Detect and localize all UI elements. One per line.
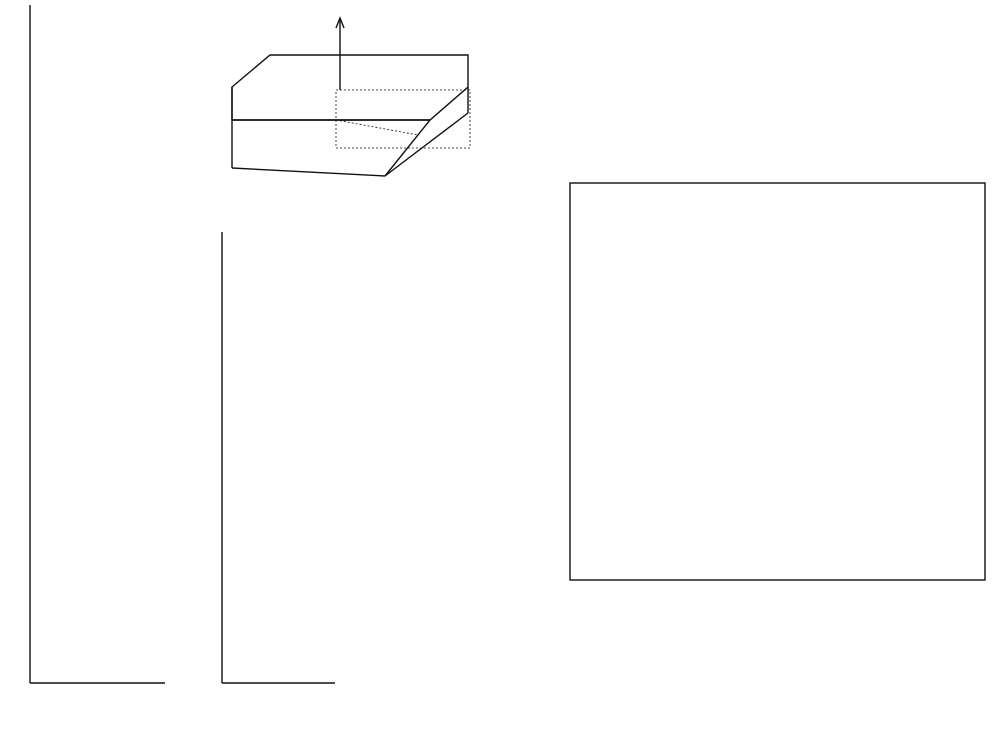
brillouin-zone: [231, 16, 471, 177]
plot-frame: [569, 182, 986, 581]
